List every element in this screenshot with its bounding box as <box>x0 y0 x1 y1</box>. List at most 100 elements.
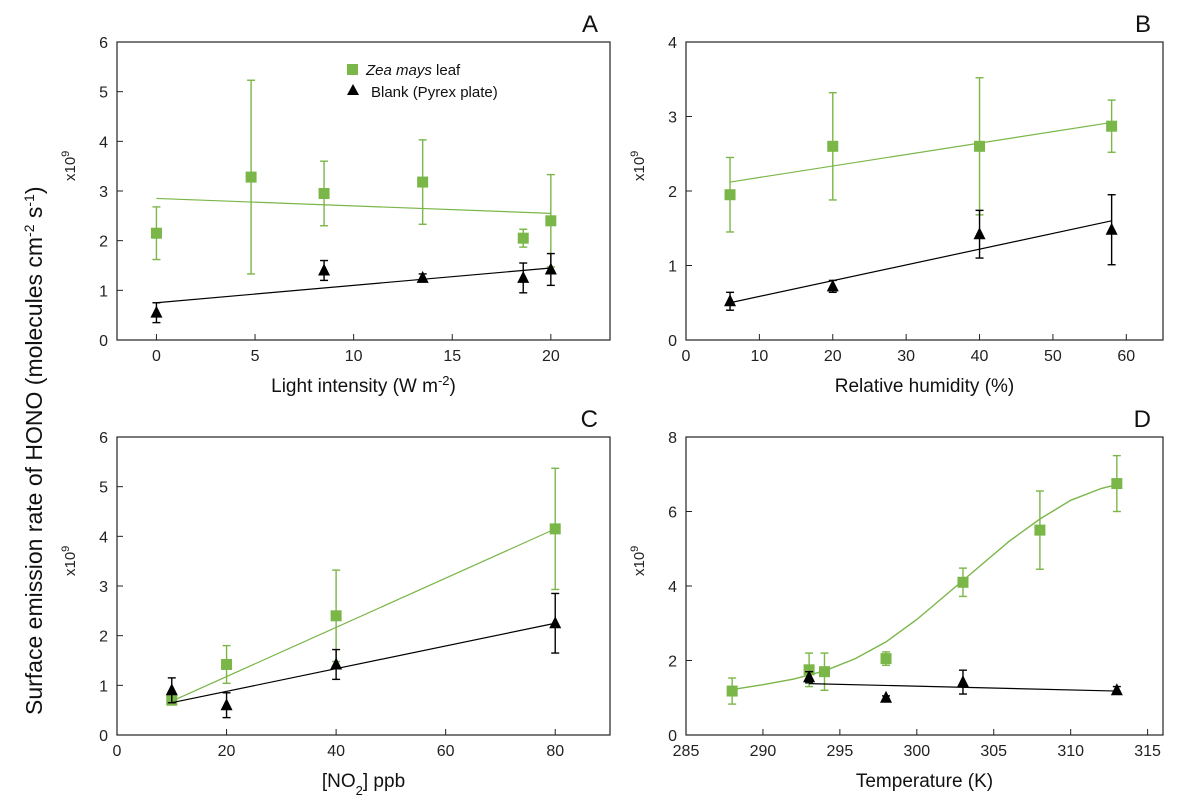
data-point <box>545 215 557 227</box>
legend-marker-leaf <box>347 64 358 75</box>
plot-frame <box>116 41 611 341</box>
y-tick-label: 2 <box>99 629 108 646</box>
data-point <box>318 187 330 199</box>
panel-letter: A <box>582 11 598 38</box>
data-point <box>517 270 530 283</box>
series-blank <box>803 669 1123 703</box>
data-point <box>1110 683 1123 696</box>
data-point <box>957 576 969 588</box>
fit-line <box>729 121 1112 183</box>
y-tick-label: 2 <box>668 184 677 201</box>
y-tick-label: 4 <box>668 35 677 52</box>
x-tick-label: 40 <box>327 743 345 760</box>
data-point <box>803 670 816 683</box>
axis-multiplier: x109 <box>60 151 79 181</box>
x-tick-label: 295 <box>827 743 854 760</box>
x-tick-label: 0 <box>113 743 122 760</box>
data-point <box>330 610 342 622</box>
panel-letter: B <box>1135 11 1151 38</box>
y-tick-label: 2 <box>99 234 108 251</box>
fit-line <box>729 220 1112 304</box>
data-point <box>220 698 233 711</box>
data-point <box>803 664 815 676</box>
series-leaf <box>724 77 1118 233</box>
x-axis-label: Relative humidity (%) <box>835 376 1015 397</box>
y-tick-label: 4 <box>668 579 677 596</box>
y-tick-label: 6 <box>99 430 108 447</box>
y-tick-label: 3 <box>99 579 108 596</box>
x-tick-label: 300 <box>903 743 930 760</box>
axis-multiplier: x109 <box>60 546 79 576</box>
x-tick-label: 80 <box>546 743 564 760</box>
y-tick-label: 1 <box>99 283 108 300</box>
data-point <box>827 140 839 152</box>
data-point <box>826 279 839 292</box>
fit-line <box>156 197 551 214</box>
x-tick-label: 310 <box>1057 743 1084 760</box>
data-point <box>549 616 562 629</box>
data-point <box>880 690 893 703</box>
data-point <box>517 232 529 244</box>
panel-letter: D <box>1134 406 1151 433</box>
series-blank <box>165 592 562 719</box>
x-tick-label: 5 <box>251 348 260 365</box>
y-tick-label: 0 <box>668 333 677 350</box>
data-point <box>1111 478 1123 490</box>
x-tick-label: 60 <box>437 743 455 760</box>
data-point <box>724 189 736 201</box>
x-axis-label: [NO2] ppb <box>322 771 405 798</box>
y-tick-label: 0 <box>99 333 108 350</box>
y-tick-label: 3 <box>99 184 108 201</box>
y-tick-label: 0 <box>668 728 677 745</box>
y-tick-label: 6 <box>99 35 108 52</box>
data-point <box>818 666 830 678</box>
data-point <box>417 176 429 188</box>
x-tick-label: 30 <box>897 348 915 365</box>
x-tick-label: 20 <box>218 743 236 760</box>
data-point <box>724 294 737 307</box>
series-blank <box>724 194 1118 311</box>
data-point <box>956 675 969 688</box>
x-tick-label: 50 <box>1044 348 1062 365</box>
data-point <box>973 227 986 240</box>
x-tick-label: 10 <box>750 348 768 365</box>
fit-curve <box>732 484 1117 691</box>
panel-letter: C <box>581 406 598 433</box>
x-tick-label: 315 <box>1134 743 1161 760</box>
fit-line <box>156 267 551 304</box>
x-tick-label: 40 <box>971 348 989 365</box>
y-tick-label: 1 <box>668 259 677 276</box>
y-tick-label: 4 <box>99 529 108 546</box>
series-leaf <box>166 467 561 706</box>
y-tick-label: 4 <box>99 134 108 151</box>
series-blank <box>150 252 557 324</box>
x-tick-label: 10 <box>345 348 363 365</box>
y-tick-label: 8 <box>668 430 677 447</box>
data-point <box>221 658 233 670</box>
data-point <box>165 683 178 696</box>
x-axis-label: Temperature (K) <box>856 771 993 792</box>
axis-multiplier: x109 <box>629 546 648 576</box>
y-tick-label: 1 <box>99 678 108 695</box>
x-tick-label: 305 <box>980 743 1007 760</box>
y-tick-label: 2 <box>668 654 677 671</box>
legend-marker-blank <box>347 84 359 95</box>
legend-label-blank: Blank (Pyrex plate) <box>371 84 498 101</box>
data-point <box>974 140 986 152</box>
data-point <box>150 227 162 239</box>
plot-frame <box>685 41 1164 341</box>
y-tick-label: 3 <box>668 110 677 127</box>
shared-y-axis-label: Surface emission rate of HONO (molecules… <box>21 186 47 715</box>
x-tick-label: 20 <box>824 348 842 365</box>
y-axis-label: Surface emission rate of HONO (molecules… <box>21 186 47 715</box>
data-point <box>245 171 257 183</box>
y-tick-label: 6 <box>668 505 677 522</box>
x-tick-label: 0 <box>152 348 161 365</box>
legend-label-leaf: Zea mays leaf <box>365 62 461 79</box>
data-point <box>318 263 331 276</box>
data-point <box>544 262 557 275</box>
x-tick-label: 0 <box>682 348 691 365</box>
